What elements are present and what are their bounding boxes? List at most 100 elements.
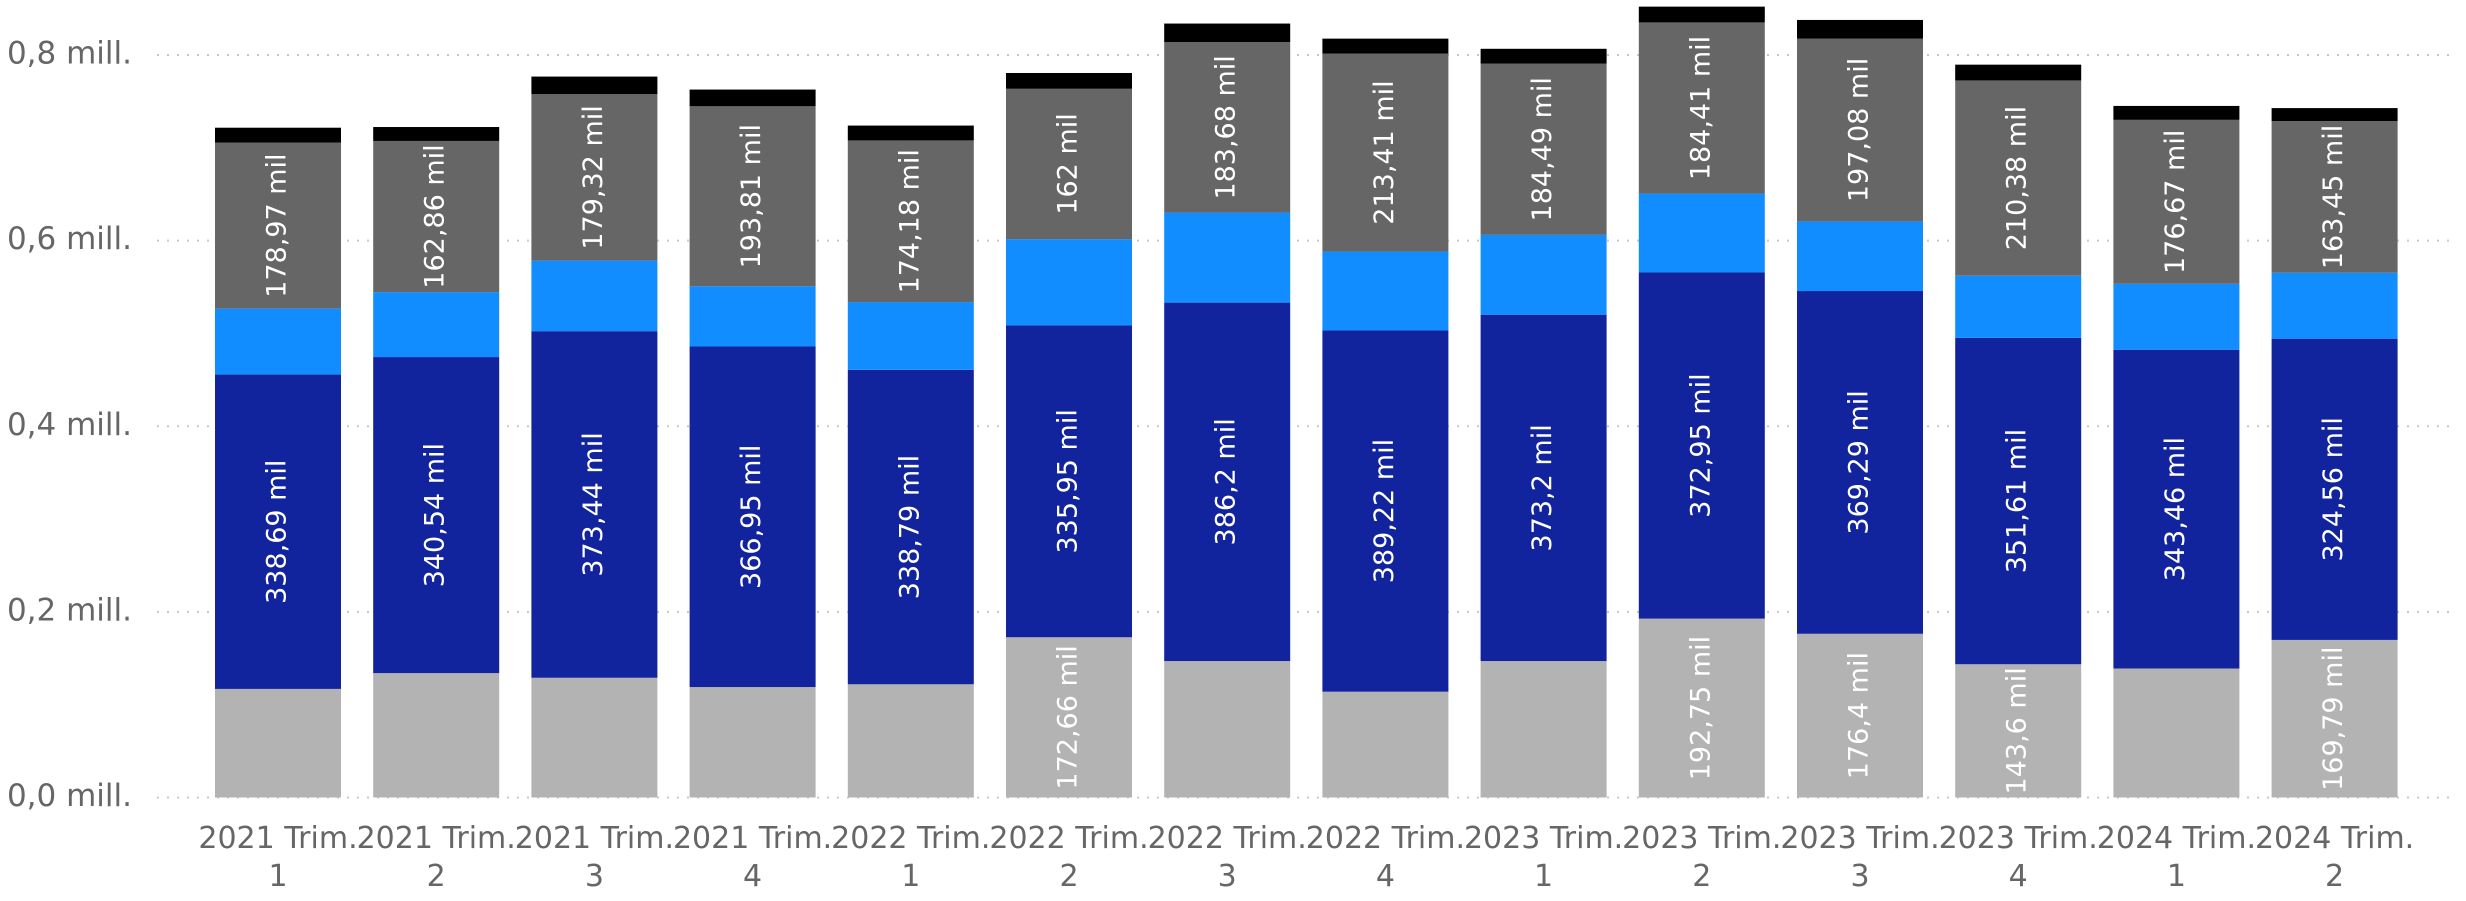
data-label: 369,29 mil [1844,390,1875,534]
x-tick-label: 2024 Trim. 1 [2096,821,2256,894]
data-label: 169,79 mil [2318,647,2349,791]
bar-segment [1955,337,2082,665]
bar-segment [531,94,658,261]
bar-segment [1006,72,1132,89]
bar-segment [1164,42,1291,213]
bar-segment [847,684,974,798]
y-tick-label: 0,2 mill. [7,592,132,628]
bar-segment [1480,63,1607,235]
bar-segment [215,127,341,143]
data-label: 373,44 mil [578,432,609,576]
bar-segment [2113,119,2240,284]
bar-segment [847,369,974,685]
bar-segment [1322,330,1449,692]
x-tick-label: 2023 Trim. 4 [1938,821,2098,894]
data-label: 351,61 mil [2002,429,2033,573]
data-label: 172,66 mil [1053,645,1084,789]
y-tick-label: 0,4 mill. [7,407,132,443]
x-tick-label: 2023 Trim. 3 [1780,821,1940,894]
data-label: 335,95 mil [1053,409,1084,553]
x-tick-label: 2021 Trim. 1 [198,821,358,894]
bar-segment [373,673,500,798]
x-tick-label: 2023 Trim. 2 [1622,821,1782,894]
bar-segment [1955,80,2082,276]
bar-segment [531,677,658,798]
data-label: 143,6 mil [2002,667,2033,794]
bar-segment [531,331,658,678]
bar-segment [1322,251,1449,331]
bar-segment [689,106,816,287]
bar-segment [373,127,500,141]
bar-segment [1164,302,1291,662]
y-tick-label: 0,8 mill. [7,36,132,72]
data-label: 373,2 mil [1527,424,1558,551]
x-tick-label: 2021 Trim. 2 [356,821,516,894]
bar-segment [2271,338,2398,640]
bar-segment [1638,618,1765,798]
bar-segment [2271,108,2398,122]
bar-segment [2113,349,2240,669]
x-tick-label: 2022 Trim. 1 [831,821,991,894]
bar-segment [2113,668,2240,798]
bar-segment [2271,121,2398,273]
bar-segment [2271,639,2398,798]
bar-segment [1164,23,1291,43]
bar-segment [1638,272,1765,619]
x-tick-label: 2022 Trim. 2 [989,821,1149,894]
bar-segment [1797,291,1923,634]
bar-segment [1797,221,1923,292]
data-label: 178,97 mil [262,153,293,297]
data-label: 389,22 mil [1369,439,1400,583]
bar-segment [215,688,341,798]
bar-segment [215,308,341,375]
bar-segment [373,357,500,674]
bar-segment [1480,314,1607,662]
x-tick-label: 2022 Trim. 3 [1147,821,1307,894]
bar-segment [1322,691,1449,798]
x-tick-label: 2021 Trim. 3 [514,821,674,894]
data-label: 192,75 mil [1685,636,1716,780]
bar-segment [847,140,974,303]
data-label: 162,86 mil [420,144,451,288]
data-label: 372,95 mil [1685,373,1716,517]
bar-segment [1006,239,1132,326]
data-label: 338,79 mil [894,455,925,599]
data-label: 213,41 mil [1369,80,1400,224]
data-label: 197,08 mil [1844,58,1875,202]
data-label: 338,69 mil [262,460,293,604]
bar-segment [2271,272,2398,339]
bar-segment [1006,637,1132,798]
y-tick-label: 0,6 mill. [7,221,132,257]
data-label: 324,56 mil [2318,417,2349,561]
bar-segment [1006,88,1132,240]
data-label: 193,81 mil [736,124,767,268]
bar-segment [1322,53,1449,252]
data-label: 183,68 mil [1211,55,1242,199]
data-label: 366,95 mil [736,445,767,589]
bar-segment [373,140,500,293]
bar-segment [531,260,658,332]
bar-segment [689,286,816,347]
data-label: 162 mil [1053,113,1084,214]
bar-segment [531,76,658,95]
bar-segment [689,89,816,107]
bar-segment [1955,664,2082,798]
bar-segment [1955,275,2082,338]
bar-segment [1164,661,1291,798]
bar-segment [1480,234,1607,315]
data-label: 174,18 mil [894,149,925,293]
bar-segment [1164,212,1291,303]
data-label: 176,4 mil [1844,652,1875,779]
bar-segment [215,142,341,309]
bar-segment [1955,64,2082,81]
bar-segment [1797,633,1923,798]
bar-segment [2113,105,2240,120]
bar-segment [1797,38,1923,222]
bar-segment [1797,19,1923,39]
bar-segment [215,374,341,689]
bar-segment [847,302,974,370]
x-tick-label: 2022 Trim. 4 [1305,821,1465,894]
bar-segment [1006,325,1132,638]
